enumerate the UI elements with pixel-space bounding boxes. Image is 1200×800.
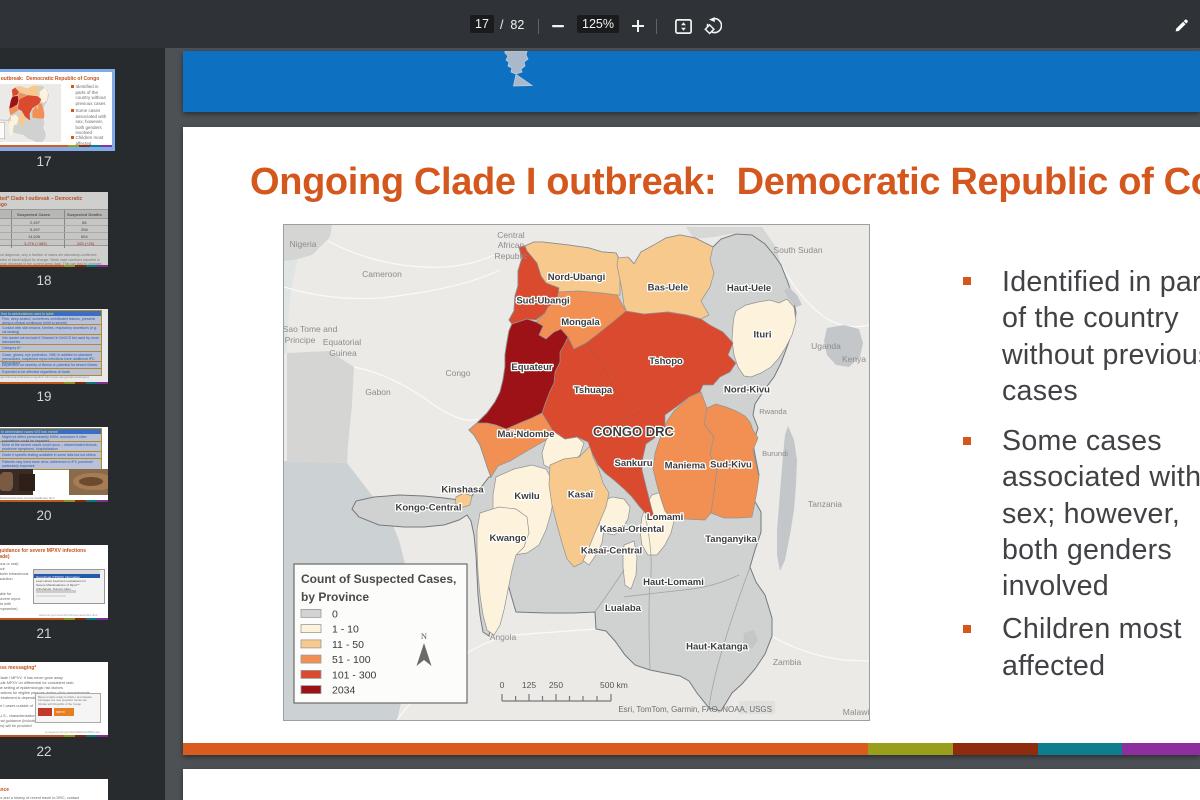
svg-text:Kasaï-Oriental: Kasaï-Oriental	[600, 524, 664, 535]
svg-text:0: 0	[332, 608, 338, 620]
svg-text:Kwilu: Kwilu	[514, 491, 540, 502]
svg-text:Equatorial: Equatorial	[323, 337, 361, 347]
svg-text:Uganda: Uganda	[811, 341, 841, 351]
svg-text:Nigeria: Nigeria	[290, 239, 317, 249]
svg-text:Nord-Kivu: Nord-Kivu	[724, 385, 770, 396]
svg-text:Lualaba: Lualaba	[605, 603, 642, 614]
svg-text:Kenya: Kenya	[842, 354, 866, 364]
svg-text:Sud-Kivu: Sud-Kivu	[710, 460, 752, 471]
svg-text:Bas-Uele: Bas-Uele	[648, 283, 689, 294]
svg-text:N: N	[421, 631, 427, 641]
svg-text:Mongala: Mongala	[561, 317, 600, 328]
svg-text:Ituri: Ituri	[754, 330, 772, 341]
svg-text:101 - 300: 101 - 300	[332, 669, 377, 681]
svg-text:Angola: Angola	[490, 632, 517, 642]
svg-text:2034: 2034	[332, 685, 356, 697]
svg-text:Central: Central	[497, 230, 525, 240]
svg-text:South Sudan: South Sudan	[773, 245, 822, 255]
svg-text:by Province: by Province	[301, 590, 369, 604]
svg-text:Rwanda: Rwanda	[759, 407, 787, 416]
svg-text:CONGO DRC: CONGO DRC	[593, 424, 675, 439]
svg-text:Kongo-Central: Kongo-Central	[396, 503, 462, 514]
svg-text:Kwango: Kwango	[490, 533, 527, 544]
svg-text:Malawi: Malawi	[843, 707, 870, 717]
svg-text:500 km: 500 km	[600, 680, 628, 690]
svg-text:Congo: Congo	[445, 368, 470, 378]
svg-text:Republic: Republic	[494, 251, 528, 261]
svg-text:Zambia: Zambia	[773, 657, 802, 667]
svg-text:Count of Suspected Cases,: Count of Suspected Cases,	[301, 572, 456, 586]
svg-text:250: 250	[549, 680, 563, 690]
svg-text:0: 0	[500, 680, 505, 690]
svg-text:Esri, TomTom, Garmin, FAO, NOA: Esri, TomTom, Garmin, FAO, NOAA, USGS	[618, 705, 772, 714]
svg-text:Lomami: Lomami	[647, 512, 683, 523]
svg-text:11 - 50: 11 - 50	[332, 639, 364, 651]
svg-text:1 - 10: 1 - 10	[332, 624, 359, 636]
svg-text:Burundi: Burundi	[762, 449, 788, 458]
svg-text:Haut-Katanga: Haut-Katanga	[686, 642, 748, 653]
svg-text:Gabon: Gabon	[365, 387, 391, 397]
svg-text:Equateur: Equateur	[511, 362, 552, 373]
svg-text:Tshopo: Tshopo	[649, 356, 683, 367]
svg-text:Sud-Ubangi: Sud-Ubangi	[516, 296, 569, 307]
svg-text:African: African	[498, 240, 525, 250]
svg-text:Tshuapa: Tshuapa	[574, 385, 613, 396]
svg-text:Kinshasa: Kinshasa	[441, 485, 484, 496]
svg-text:51 - 100: 51 - 100	[332, 654, 371, 666]
svg-text:Principe: Principe	[285, 335, 316, 345]
svg-text:125: 125	[522, 680, 536, 690]
svg-text:Maï-Ndombe: Maï-Ndombe	[498, 429, 555, 440]
svg-text:Maniema: Maniema	[665, 461, 706, 472]
svg-text:Haut-Uele: Haut-Uele	[727, 283, 771, 294]
svg-text:Sao Tome and: Sao Tome and	[283, 324, 338, 334]
svg-text:Sankuru: Sankuru	[614, 458, 652, 469]
svg-text:Guinea: Guinea	[329, 348, 357, 358]
svg-text:Tanganyika: Tanganyika	[705, 534, 757, 545]
svg-text:Kasaï: Kasaï	[568, 490, 594, 501]
svg-text:Cameroon: Cameroon	[362, 269, 402, 279]
svg-text:Haut-Lomami: Haut-Lomami	[643, 577, 704, 588]
svg-text:Tanzania: Tanzania	[808, 499, 842, 509]
svg-text:Kasaï-Central: Kasaï-Central	[581, 546, 642, 557]
svg-text:Nord-Ubangi: Nord-Ubangi	[548, 272, 606, 283]
